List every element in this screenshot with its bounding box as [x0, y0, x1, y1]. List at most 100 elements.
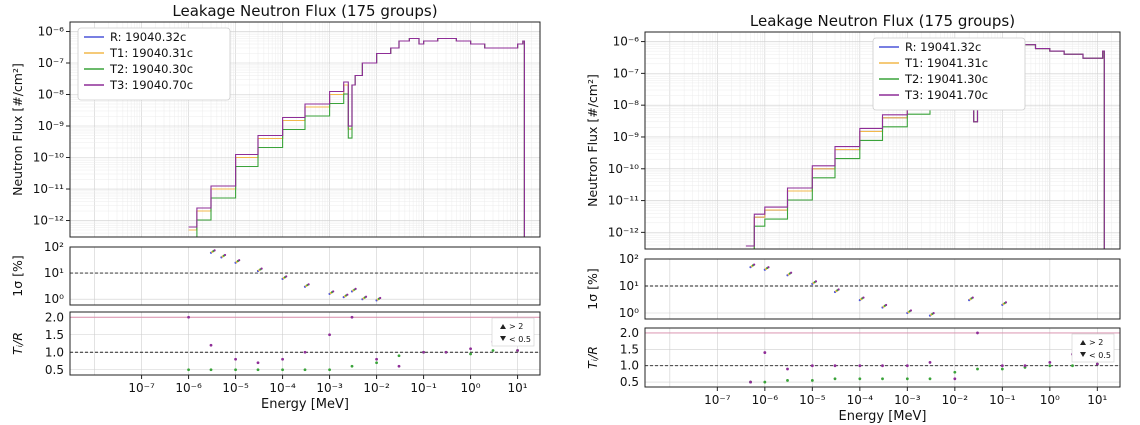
ratio-point	[234, 368, 237, 372]
y-tick-label: 10⁻¹⁰	[608, 162, 639, 176]
ratio-panel-border	[644, 327, 1121, 388]
ratio-point	[1023, 364, 1027, 368]
ratio-legend-label: < 0.5	[509, 335, 531, 344]
x-tick-label: 10¹	[1087, 393, 1107, 407]
y-tick-label: 10⁻⁶	[38, 24, 65, 38]
series-1	[188, 37, 525, 237]
sigma-point	[260, 267, 263, 270]
ratio-point	[375, 361, 378, 365]
ratio-point	[256, 361, 260, 365]
ratio-point	[209, 368, 213, 372]
ratio-y-tick-label: 0.5	[620, 375, 639, 389]
ratio-y-tick-label: 1.0	[45, 345, 64, 359]
legend-box	[77, 27, 231, 101]
ratio-point	[1071, 364, 1074, 368]
ratio-y-tick-label: 1.0	[620, 359, 639, 373]
x-tick-label: 10⁻²	[942, 393, 969, 407]
plot-area-border	[69, 21, 541, 238]
ratio-point	[209, 343, 213, 347]
sigma-y-tick-label: 10⁰	[44, 292, 64, 306]
ratio-point	[303, 368, 307, 372]
ratio-y-tick-label: 2.0	[620, 326, 639, 340]
ratio-point	[905, 377, 909, 381]
triangle-down-icon	[500, 336, 506, 341]
sigma-y-tick-label: 10⁰	[619, 306, 639, 320]
ratio-point	[976, 331, 979, 335]
x-tick-label: 10⁻¹	[989, 393, 1016, 407]
sigma-point	[790, 271, 793, 274]
ratio-point	[516, 349, 519, 352]
chart-title: Leakage Neutron Flux (175 groups)	[172, 2, 437, 20]
sigma-point	[346, 293, 349, 296]
sigma-panel-border	[644, 258, 1121, 320]
x-tick-label: 10⁰	[461, 381, 481, 395]
ratio-point	[1000, 367, 1004, 371]
ratio-point	[469, 352, 472, 356]
sigma-point	[767, 266, 770, 269]
x-tick-label: 10¹	[508, 381, 528, 395]
x-tick-label: 10⁻¹	[410, 381, 437, 395]
ratio-point	[187, 368, 190, 372]
legend-label: T3: 19040.70c	[109, 78, 193, 92]
x-tick-label: 10⁻⁵	[799, 393, 826, 407]
ratio-point	[976, 367, 979, 371]
sigma-point	[223, 253, 227, 257]
y-axis-label: Neutron Flux [#/cm²]	[10, 63, 25, 196]
ratio-point	[444, 350, 448, 354]
y-tick-label: 10⁻¹¹	[33, 182, 64, 196]
ratio-point	[234, 357, 237, 361]
y-tick-label: 10⁻¹²	[608, 225, 639, 239]
ratio-point	[281, 357, 284, 361]
y-axis-label: Neutron Flux [#/cm²]	[585, 74, 600, 207]
y-tick-label: 10⁻¹⁰	[33, 151, 64, 165]
sigma-point	[238, 259, 241, 262]
sigma-point	[364, 295, 368, 298]
x-axis-label: Energy [MeV]	[261, 397, 349, 412]
ratio-point	[1048, 364, 1052, 368]
legend-label: R: 19041.32c	[905, 40, 981, 54]
ratio-point	[833, 364, 837, 368]
series-line	[188, 37, 525, 237]
series-line	[188, 37, 525, 237]
sigma-y-tick-label: 10¹	[44, 266, 64, 280]
chart-title: Leakage Neutron Flux (175 groups)	[750, 12, 1015, 30]
ratio-point	[375, 357, 378, 361]
y-tick-label: 10⁻¹²	[33, 214, 64, 228]
legend-label: T3: 19041.70c	[904, 88, 988, 102]
y-tick-label: 10⁻¹¹	[608, 194, 639, 208]
ratio-point	[749, 380, 752, 384]
legend-label: T2: 19041.30c	[904, 72, 988, 86]
ratio-y-tick-label: 1.5	[620, 342, 639, 356]
ratio-panel-border	[69, 311, 541, 376]
legend-label: T1: 19041.31c	[904, 56, 988, 70]
ratio-point	[905, 364, 909, 368]
ratio-legend-label: < 0.5	[1089, 351, 1111, 360]
ratio-point	[256, 368, 260, 372]
sigma-point	[332, 290, 335, 293]
sigma-point	[814, 280, 818, 283]
ratio-legend-box	[491, 317, 535, 347]
ratio-y-axis-label: Tᵢ/R	[10, 332, 25, 355]
x-tick-label: 10⁻⁶	[752, 393, 779, 407]
ratio-point	[1000, 364, 1004, 368]
series-line	[188, 37, 525, 238]
x-tick-label: 10⁻³	[316, 381, 343, 395]
ratio-point	[328, 368, 331, 372]
ratio-point	[786, 379, 789, 382]
plot-area-border	[644, 31, 1121, 250]
ratio-point	[881, 377, 884, 381]
x-tick-label: 10⁻⁷	[128, 381, 155, 395]
y-tick-label: 10⁻⁸	[613, 98, 640, 112]
x-tick-label: 10⁻³	[894, 393, 921, 407]
ratio-point	[350, 364, 354, 368]
sigma-point	[213, 249, 216, 252]
x-axis-label: Energy [MeV]	[839, 409, 927, 424]
y-tick-label: 10⁻⁹	[38, 119, 65, 133]
y-tick-label: 10⁻⁷	[38, 56, 65, 70]
series-2	[188, 37, 525, 238]
ratio-point	[763, 380, 767, 384]
ratio-point	[187, 315, 190, 319]
x-tick-label: 10⁻⁴	[847, 393, 874, 407]
ratio-y-tick-label: 1.5	[45, 328, 64, 342]
